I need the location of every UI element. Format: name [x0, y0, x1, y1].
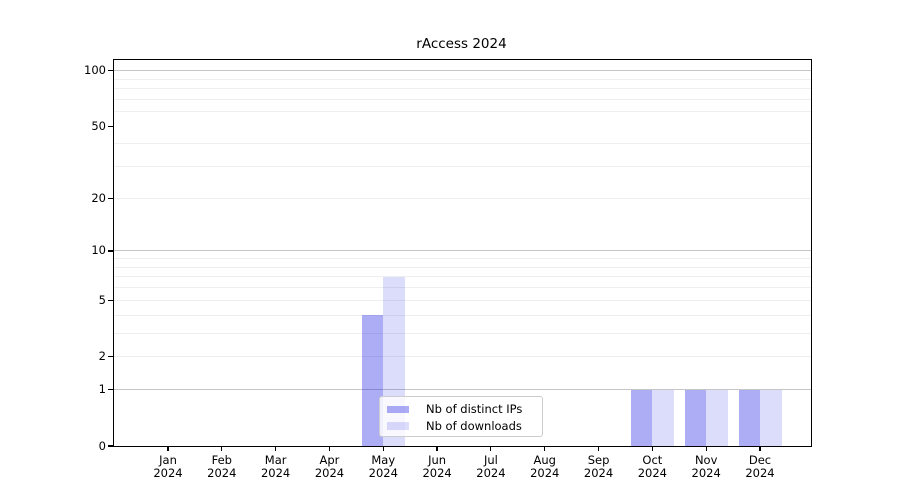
x-tick [221, 446, 223, 451]
y-tick [108, 69, 113, 72]
x-tick-label: Dec 2024 [728, 454, 792, 480]
y-tick [108, 299, 113, 301]
gridline-minor [114, 197, 811, 199]
bar-distinct-ips [684, 389, 707, 446]
x-tick-label-year: 2024 [637, 466, 667, 480]
x-tick-label-year: 2024 [260, 466, 291, 480]
x-tick-label-year: 2024 [314, 466, 345, 480]
gridline-major [114, 389, 811, 390]
x-tick-label: Oct 2024 [620, 454, 684, 480]
y-tick [108, 125, 113, 127]
legend-swatch-downloads [387, 422, 409, 430]
y-tick-label: 20 [91, 190, 106, 205]
gridline-major [114, 69, 811, 71]
x-tick-label: May 2024 [351, 454, 415, 480]
gridline-minor [114, 78, 811, 80]
gridline-minor [114, 98, 811, 100]
gridline-minor [114, 111, 811, 113]
y-tick [108, 389, 113, 391]
plot-area: Nb of distinct IPs Nb of downloads 0 1 2 5 1… [84, 59, 812, 480]
x-tick-label: Jul 2024 [459, 454, 523, 480]
x-tick-label-year: 2024 [153, 466, 183, 480]
gridline-minor [114, 143, 811, 145]
x-tick [490, 446, 492, 451]
x-tick [651, 446, 653, 451]
bar-distinct-ips [630, 389, 653, 446]
x-tick-label: Sep 2024 [567, 454, 631, 480]
x-tick-label: Jun 2024 [405, 454, 469, 480]
gridline-major [114, 250, 811, 252]
x-tick [759, 446, 761, 451]
legend-entry-distinct-ips: Nb of distinct IPs [387, 401, 542, 418]
x-tick [328, 446, 331, 451]
x-tick-label: Nov 2024 [674, 454, 738, 480]
bar-distinct-ips [361, 315, 384, 446]
x-tick-label: Jan 2024 [136, 454, 200, 480]
x-tick-label: Feb 2024 [190, 454, 254, 480]
gridline-minor [114, 88, 811, 89]
x-tick-label-year: 2024 [207, 466, 237, 480]
legend-entry-downloads: Nb of downloads [387, 418, 542, 435]
y-tick [108, 250, 113, 252]
gridline-minor [114, 276, 811, 278]
x-tick [705, 446, 707, 451]
x-tick [544, 446, 546, 451]
x-tick-label-year: 2024 [583, 466, 614, 480]
x-tick-label: Mar 2024 [244, 454, 308, 480]
x-tick-label-year: 2024 [476, 466, 506, 480]
bar-downloads [760, 389, 782, 446]
gridline-minor [114, 287, 811, 289]
y-tick-label: 2 [98, 349, 106, 364]
y-tick-label: 10 [91, 243, 106, 258]
y-tick-label: 0 [98, 438, 106, 453]
gridline-minor [114, 314, 811, 316]
gridline-minor [114, 266, 811, 268]
x-tick [436, 446, 438, 451]
legend-label-distinct-ips: Nb of distinct IPs [426, 402, 523, 417]
y-tick-label: 1 [98, 382, 106, 397]
x-tick-label-year: 2024 [530, 466, 560, 480]
gridline-minor [114, 258, 811, 260]
y-tick [108, 445, 113, 447]
y-tick-label: 5 [98, 292, 106, 307]
y-tick [108, 356, 113, 358]
bar-downloads [652, 389, 674, 446]
x-tick-label: Aug 2024 [513, 454, 577, 480]
gridline-minor [114, 356, 811, 358]
chart-title: rAccess 2024 [416, 36, 507, 52]
bar-downloads [706, 389, 728, 446]
y-tick [108, 197, 113, 199]
y-tick-label: 100 [84, 63, 106, 78]
x-tick-label-year: 2024 [745, 466, 775, 480]
x-tick-label-year: 2024 [422, 466, 452, 480]
gridline-minor [114, 166, 811, 168]
legend-label-downloads: Nb of downloads [426, 418, 522, 433]
legend-swatch-distinct-ips [387, 405, 409, 413]
x-tick-label-year: 2024 [691, 466, 721, 480]
x-tick-label-year: 2024 [368, 466, 398, 480]
x-tick [597, 446, 600, 451]
x-tick [382, 446, 384, 451]
x-tick [167, 446, 169, 451]
x-tick-label: Apr 2024 [297, 454, 361, 480]
legend: Nb of distinct IPs Nb of downloads [379, 396, 543, 437]
x-tick [275, 446, 277, 451]
gridline-minor [114, 299, 811, 301]
bar-distinct-ips [738, 389, 760, 446]
y-tick-label: 50 [91, 118, 106, 133]
gridline-minor [114, 332, 811, 334]
